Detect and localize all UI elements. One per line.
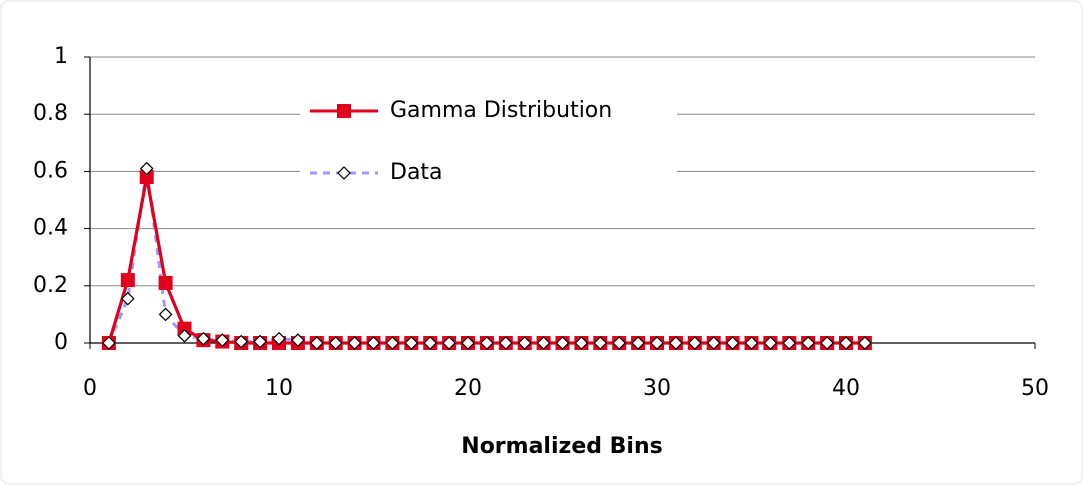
legend-box: [300, 86, 677, 198]
marker-diamond: [687, 336, 702, 350]
marker-diamond: [253, 334, 267, 349]
marker-diamond: [612, 336, 627, 350]
y-tick-label: 0.6: [33, 158, 68, 183]
marker-diamond: [593, 336, 608, 350]
marker-diamond: [555, 336, 570, 350]
marker-square: [177, 321, 192, 336]
marker-square: [139, 170, 154, 185]
x-tick-label: 30: [643, 376, 671, 401]
marker-diamond: [177, 329, 192, 343]
marker-diamond: [858, 336, 872, 350]
marker-diamond: [706, 336, 721, 350]
y-tick-label: 0: [54, 330, 68, 355]
marker-square: [158, 275, 173, 290]
x-tick-label: 40: [832, 376, 860, 401]
marker-diamond: [337, 166, 351, 180]
marker-diamond: [498, 336, 513, 350]
marker-diamond: [196, 331, 211, 346]
marker-diamond: [291, 333, 305, 347]
marker-diamond: [442, 336, 456, 350]
y-tick-label: 1: [54, 44, 68, 69]
y-tick-label: 0.8: [33, 101, 68, 126]
legend-label: Gamma Distribution: [390, 98, 612, 123]
marker-diamond: [801, 336, 816, 350]
marker-diamond: [328, 336, 343, 350]
x-tick-label: 10: [265, 376, 293, 401]
marker-diamond: [650, 336, 664, 350]
marker-diamond: [404, 336, 419, 350]
legend-label: Data: [390, 160, 443, 185]
marker-diamond: [272, 331, 286, 346]
marker-square: [337, 104, 351, 118]
y-tick-label: 0.2: [33, 273, 68, 298]
marker-diamond: [763, 336, 778, 350]
marker-diamond: [139, 161, 154, 176]
marker-diamond: [366, 336, 381, 350]
marker-diamond: [423, 336, 438, 350]
marker-diamond: [309, 336, 324, 350]
marker-diamond: [536, 336, 551, 350]
marker-diamond: [574, 336, 589, 350]
marker-diamond: [102, 336, 116, 350]
x-tick-label: 0: [83, 376, 97, 401]
x-tick-label: 50: [1021, 376, 1049, 401]
marker-diamond: [631, 336, 645, 350]
marker-diamond: [820, 336, 834, 350]
marker-diamond: [347, 336, 362, 350]
marker-diamond: [215, 333, 230, 347]
marker-diamond: [517, 336, 532, 350]
marker-diamond: [480, 336, 494, 350]
marker-diamond: [461, 336, 475, 350]
marker-diamond: [782, 336, 797, 350]
marker-diamond: [669, 336, 683, 350]
marker-square: [120, 273, 135, 288]
marker-diamond: [744, 336, 759, 350]
x-tick-label: 20: [454, 376, 482, 401]
marker-diamond: [839, 336, 853, 350]
marker-diamond: [385, 336, 400, 350]
marker-diamond: [158, 307, 173, 322]
marker-diamond: [120, 291, 135, 306]
x-axis-label: Normalized Bins: [461, 434, 662, 459]
marker-diamond: [725, 336, 740, 350]
marker-diamond: [234, 334, 249, 349]
y-tick-label: 0.4: [33, 216, 68, 241]
